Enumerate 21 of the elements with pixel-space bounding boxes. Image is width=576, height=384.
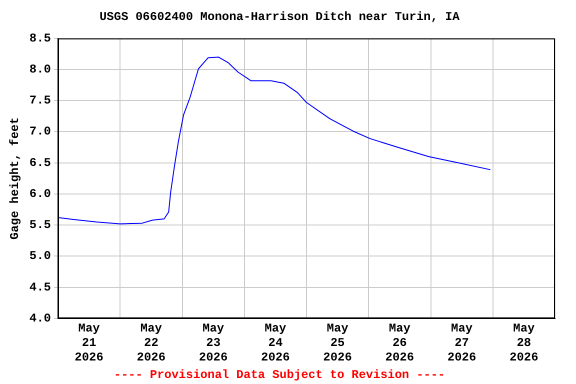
- y-tick-label: 7.5: [29, 94, 52, 108]
- text: ---- Provisional Data Subject to Revision ----: [114, 368, 446, 382]
- y-tick-label: 8.5: [29, 31, 52, 46]
- y-axis-title: Gage height, feet: [8, 117, 22, 240]
- y-tick-label: 6.5: [29, 156, 52, 170]
- y-tick-label: 7.0: [29, 124, 52, 139]
- x-tick-label: May 22 2026: [136, 322, 166, 364]
- y-tick-label: 8.0: [29, 62, 52, 77]
- chart-title: USGS 06602400 Monona-Harrison Ditch near Turin, IA: [99, 10, 460, 24]
- y-tick-label: 5.5: [29, 218, 52, 232]
- y-tick-label: 6.0: [29, 186, 52, 201]
- x-tick-label: May 21 2026: [74, 322, 104, 364]
- y-tick-label: 4.0: [29, 311, 52, 326]
- x-tick-label: May 25 2026: [323, 322, 352, 364]
- x-tick-label: May 27 2026: [447, 322, 476, 364]
- x-tick-label: May 26 2026: [385, 322, 414, 364]
- x-tick-label: May 28 2026: [510, 322, 538, 364]
- y-tick-label: 4.5: [29, 280, 52, 294]
- x-tick-label: May 24 2026: [261, 322, 290, 364]
- y-tick-label: 5.0: [29, 249, 52, 264]
- x-tick-label: May 23 2026: [198, 322, 228, 364]
